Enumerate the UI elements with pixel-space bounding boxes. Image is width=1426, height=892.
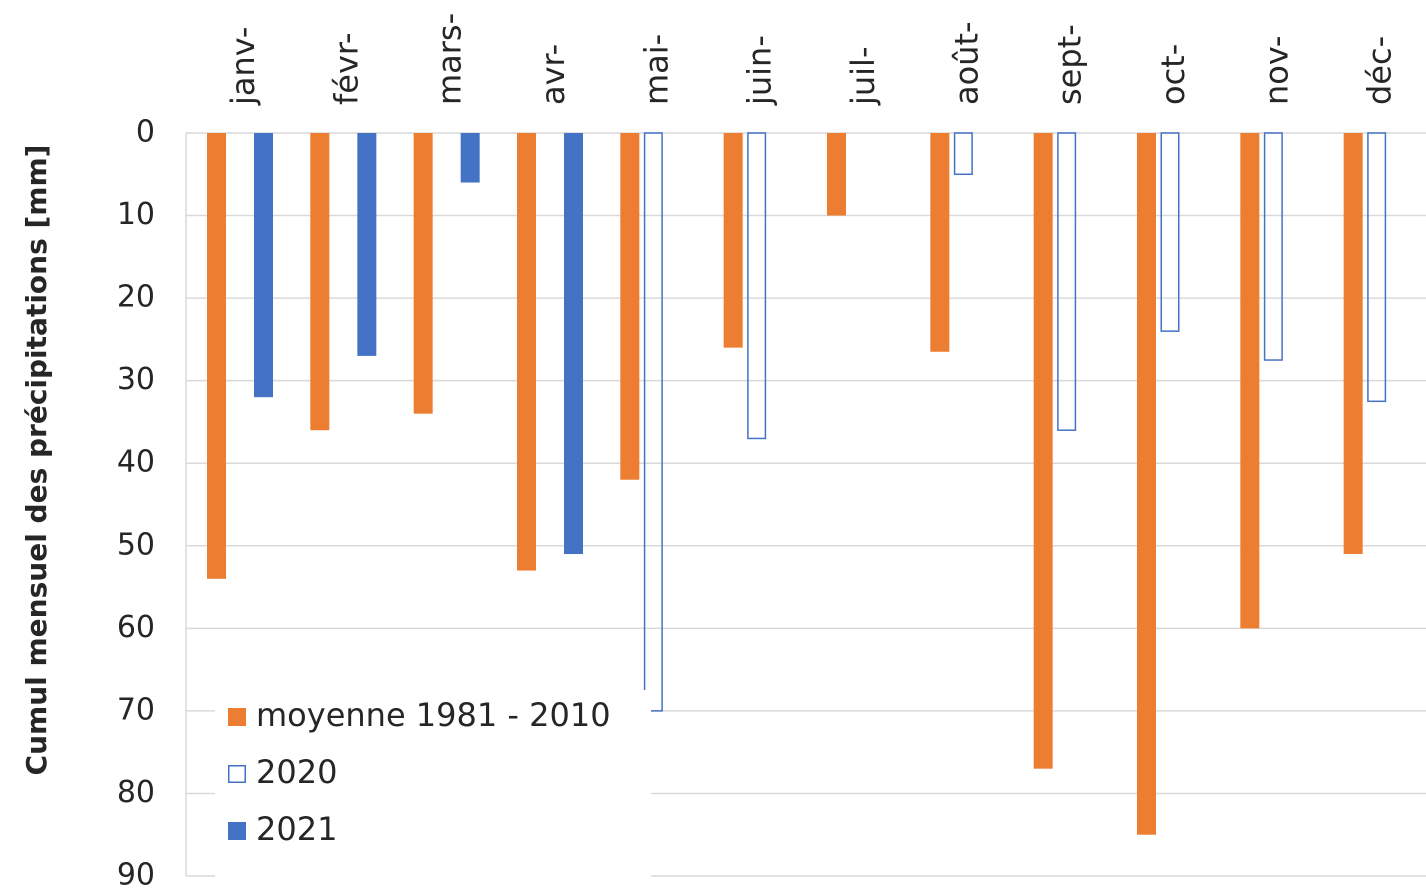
- legend-label: 2020: [256, 753, 337, 791]
- x-tick-label: oct-: [1154, 44, 1192, 105]
- y-tick-label: 90: [117, 858, 155, 892]
- y-axis-title: Cumul mensuel des précipitations [mm]: [20, 145, 53, 776]
- bar: [620, 133, 640, 480]
- bar: [1160, 132, 1180, 332]
- y-tick-label: 60: [117, 610, 155, 645]
- bar: [357, 133, 377, 356]
- bar: [310, 133, 330, 431]
- y-tick-label: 30: [117, 362, 155, 397]
- x-tick-label: déc-: [1361, 36, 1399, 105]
- legend: moyenne 1981 - 2010 2020 2021: [215, 690, 651, 880]
- bar: [413, 133, 433, 414]
- x-tick-label: août-: [947, 21, 985, 105]
- bar: [1137, 133, 1156, 835]
- legend-box: [215, 690, 651, 880]
- bar: [207, 133, 226, 579]
- x-tick-label: mai-: [637, 34, 675, 105]
- x-tick-label: sept-: [1051, 24, 1089, 105]
- legend-swatch: [228, 822, 246, 840]
- bar: [1343, 133, 1363, 555]
- bar: [1057, 132, 1077, 431]
- y-tick-label: 70: [117, 692, 155, 727]
- bar: [1367, 132, 1387, 403]
- bar: [747, 132, 767, 440]
- legend-label: 2021: [256, 810, 337, 848]
- bar: [1033, 133, 1053, 769]
- y-tick-label: 20: [117, 280, 155, 315]
- legend-swatch: [228, 765, 246, 783]
- bar: [930, 133, 950, 352]
- x-tick-label: avr-: [534, 44, 572, 105]
- x-tick-label: juil-: [844, 47, 882, 107]
- x-tick-label: nov-: [1257, 36, 1295, 105]
- x-tick-label: mars-: [431, 13, 469, 105]
- legend-swatch: [228, 708, 246, 726]
- bar: [254, 133, 273, 398]
- x-tick-label: févr-: [327, 32, 365, 105]
- bar: [564, 133, 583, 555]
- bar: [953, 132, 973, 176]
- grid: [186, 132, 1426, 877]
- legend-label: moyenne 1981 - 2010: [256, 696, 611, 734]
- bar: [723, 133, 743, 348]
- bar: [1240, 133, 1260, 629]
- bar: [517, 133, 536, 571]
- x-tick-label: juin-: [741, 35, 779, 106]
- y-tick-label: 50: [117, 527, 155, 562]
- bar: [1263, 132, 1283, 361]
- bar: [460, 133, 480, 183]
- y-tick-label: 0: [136, 115, 155, 150]
- bar: [827, 133, 846, 216]
- y-tick-label: 10: [117, 197, 155, 232]
- bar: [643, 132, 663, 712]
- y-tick-label: 80: [117, 775, 155, 810]
- y-tick-label: 40: [117, 445, 155, 480]
- x-tick-label: janv-: [224, 27, 262, 106]
